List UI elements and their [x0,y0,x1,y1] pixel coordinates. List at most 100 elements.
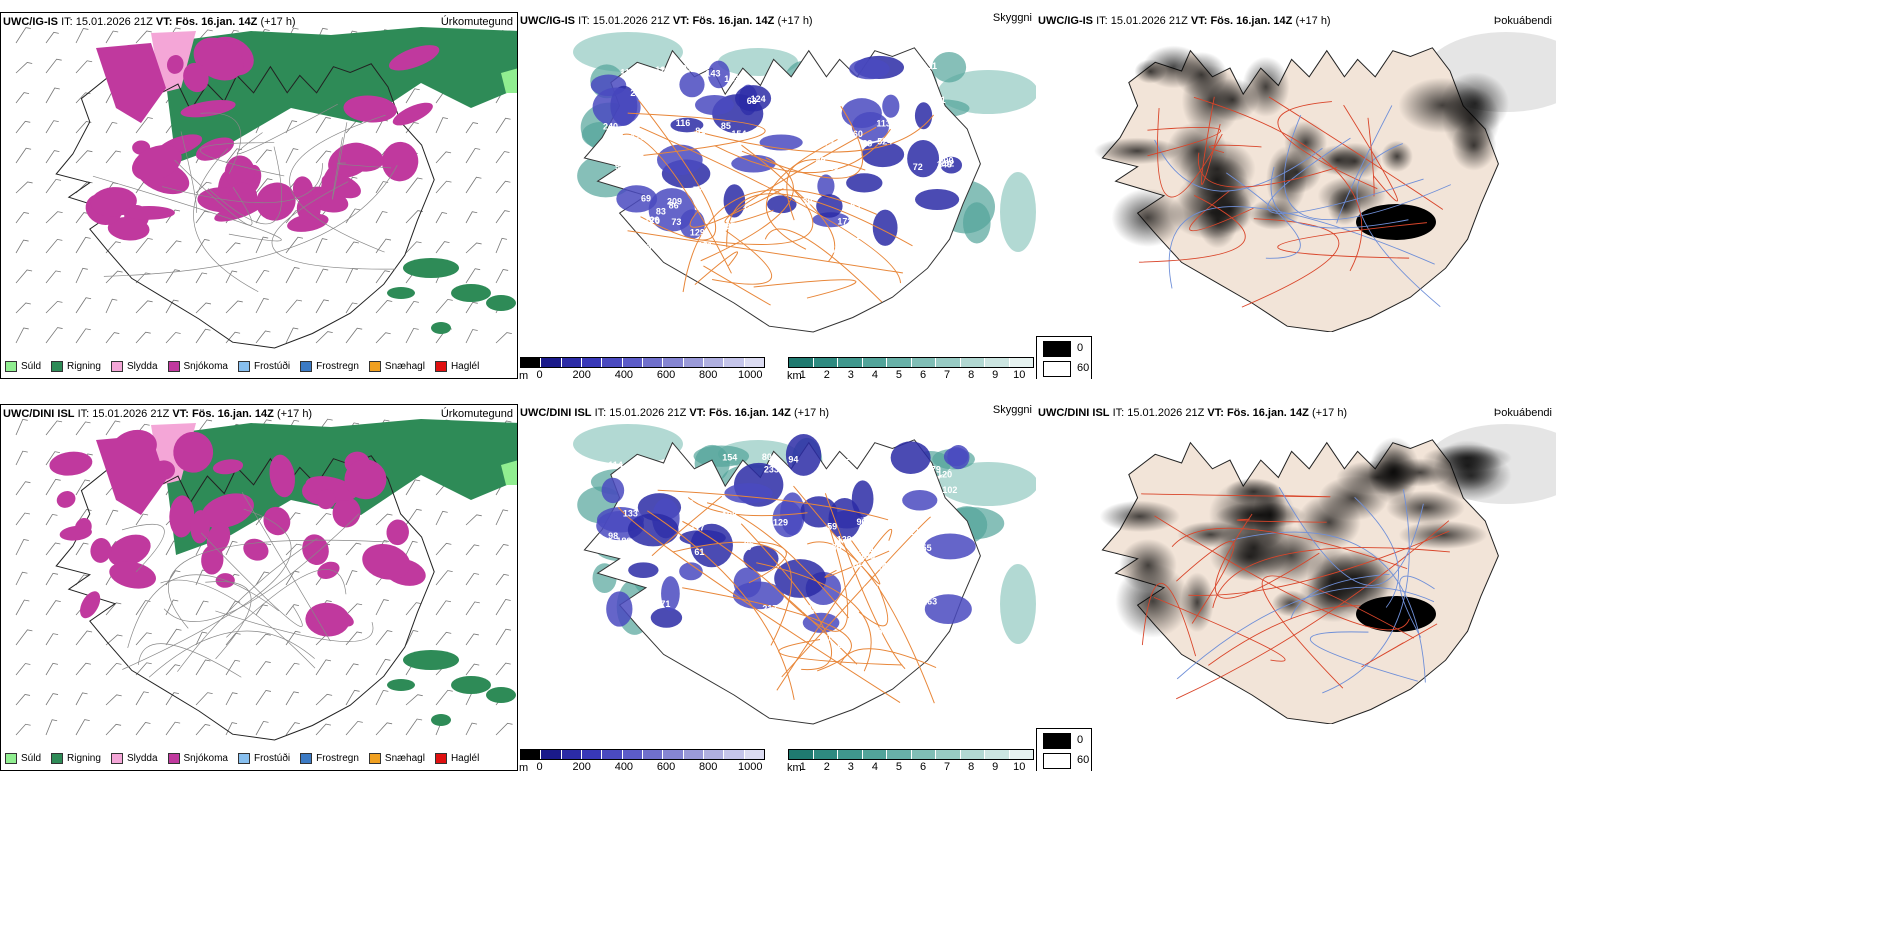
colorbar-bin [561,358,582,367]
cloud-base-value: 132 [873,626,888,636]
legend-label: Súld [21,361,42,372]
cloud-base-value: 120 [655,65,670,75]
cloud-base-value: 72 [913,162,923,172]
colorbar-bin [521,358,542,367]
lead-time: (+17 h) [1295,15,1331,27]
colorbar-tick-label: 3 [847,369,854,379]
legend-label: Snjókoma [183,753,228,764]
cloud-base-value: 69 [641,193,651,203]
cloud-base-value: 73 [671,217,681,227]
cloud-base-value: 334 [647,241,662,251]
legend-label: Frostregn [316,361,359,372]
legend-label: Snjókoma [183,361,228,372]
cloud-base-value: 367 [614,140,629,150]
vt-value: Fös. 16.jan. 14Z [191,408,274,420]
cloud-base-value: 144 [851,560,866,570]
coastline [55,455,435,741]
panel-title: Skyggni [992,12,1032,24]
cloud-base-value: 81 [695,126,705,136]
legend-label: Snæhagl [384,753,425,764]
legend-label: Slydda [126,753,158,764]
cloud-base-value: 95 [651,85,661,95]
cloud-base-value: 30 [802,197,812,207]
colorbar-bin [541,750,562,759]
lead-time: (+17 h) [1311,407,1348,419]
cloud-base-value: 83 [656,207,666,217]
cloud-base-value: 67 [820,99,830,109]
colorbar-tick-label: 1 [799,761,806,771]
colorbar-tick-label: 800 [698,369,718,379]
cloud-base-panel-top: 240 126 113 101 91 99 69 63 57 71 60 58 143 116 70 72 81… [518,12,1036,379]
legend-item: Slydda [110,361,158,372]
cloud-base-value: 198 [722,510,737,520]
cloud-base-value: 53 [850,201,860,211]
roads [1141,487,1450,700]
colorbar-bin [960,358,985,367]
cloud-base-value: 86 [669,201,679,211]
fog-legend-label: 0 [1077,734,1084,746]
lead-time: (+17 h) [793,407,830,419]
cloud-base-value: 96 [856,517,866,527]
fog-index-shading [1099,436,1512,638]
colorbar-bin [561,750,582,759]
colorbar-bin [960,750,985,759]
colorbar-bin [887,750,912,759]
cloud-base-value: 154 [731,129,746,139]
legend-swatch [237,753,250,764]
cloud-base-value: 106 [919,570,934,580]
colorbar-strip [788,749,1034,760]
vt-label: VT: [689,407,706,419]
cloud-base-value: 140 [877,562,892,572]
cloud-base-value: 131 [698,241,713,251]
panel-header: UWC/DINI ISL IT: 15.01.2026 21Z VT: Fös.… [3,408,312,420]
legend-swatch [5,753,17,764]
snow-area [49,429,426,637]
legend-swatch [300,361,313,372]
cloud-base-value: 166 [859,544,874,554]
vt-value: Fös. 16.jan. 14Z [1226,407,1309,419]
legend-label: Frostúði [253,361,291,372]
legend-swatch [110,361,123,372]
colorbar-tick-label: 1 [799,369,806,379]
cloud-base-value: 223 [909,527,924,537]
cloud-base-value: 20 [828,162,838,172]
cloud-base-value: 172 [837,217,852,227]
colorbar-bin [622,750,643,759]
legend-swatch [237,361,250,372]
cloud-base-value: 163 [922,596,937,606]
colorbar-tick-label: 400 [614,761,634,771]
colorbar-tick-label: 2 [823,369,830,379]
it-label: IT: [578,15,590,27]
cloud-base-value: 133 [724,74,739,84]
panel-header: UWC/DINI ISL IT: 15.01.2026 21Z VT: Fös.… [520,407,829,419]
cloud-base-value: 92 [851,86,861,96]
cloud-base-value: 240 [603,121,618,131]
roads [92,103,398,292]
it-label: IT: [1112,407,1125,419]
cloud-base-value: 200 [938,156,953,166]
cloud-base-value: 73 [936,507,946,517]
colorbar-bin [703,358,725,367]
legend-swatch [368,361,381,372]
cloud-base-value: 202 [939,159,954,169]
colorbar-bin [581,750,603,759]
colorbar-bin [936,358,961,367]
model-name: UWC/IG-IS [1038,15,1093,27]
panel-title: Þokuábendi [1493,407,1552,419]
legend-item: Rigning [51,361,101,372]
panel-title: Úrkomutegund [440,408,513,420]
colorbar-tick-label: 6 [919,369,927,379]
colorbar-tick-label: 8 [968,761,975,771]
colorbar-tick-label: 1000 [738,761,763,771]
cloud-base-value: 77 [693,185,703,195]
cloud-base-value: 58 [922,242,932,252]
cloud-base-value: 61 [694,547,704,557]
cloud-base-value: 63 [747,96,757,106]
lead-time: (+17 h) [276,408,313,420]
cloud-base-panel-bottom: 186 132 114 109 96 113 148 144 68 55 61 150 130 110 12… [518,404,1036,771]
cloud-base-value: 144 [877,469,892,479]
cloud-base-value: 217 [762,603,777,613]
legend-label: Frostúði [253,753,291,764]
legend-label: Haglél [450,361,480,372]
panel-header: UWC/IG-IS IT: 15.01.2026 21Z VT: Fös. 16… [1038,15,1331,27]
